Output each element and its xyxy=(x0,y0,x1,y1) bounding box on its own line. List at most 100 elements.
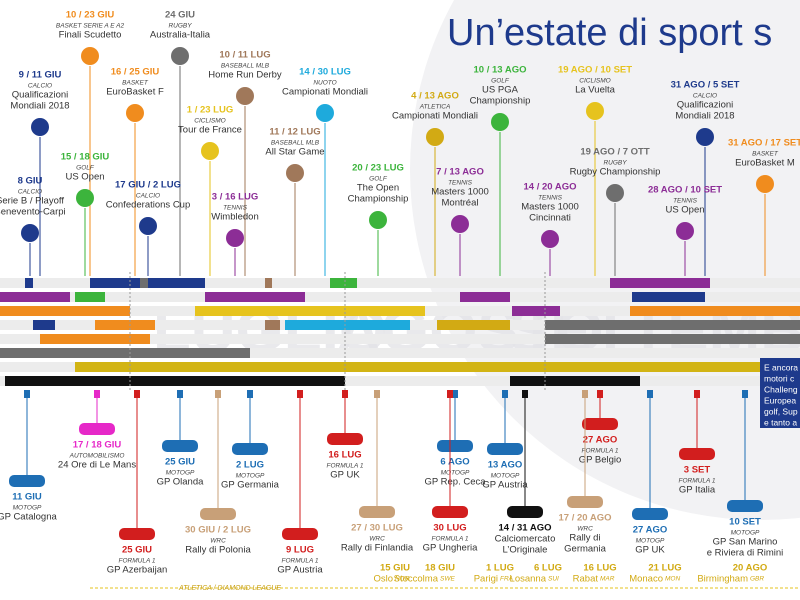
event-name: Masters 1000 xyxy=(521,202,579,213)
diamond-date: 21 LUG xyxy=(648,563,681,574)
event-date: 9 / 11 GIU xyxy=(19,70,62,81)
event-category: CALCIO xyxy=(136,193,160,200)
event-name: Serie B / Playoff xyxy=(0,196,64,207)
vehicle-icon xyxy=(567,496,603,508)
diamond-city: Monaco xyxy=(629,574,663,585)
diamond-date: 18 GIU xyxy=(425,563,455,574)
event-bar xyxy=(0,292,70,302)
event-date: 25 GIU xyxy=(122,545,152,556)
event-name: e Riviera di Rimini xyxy=(707,548,784,559)
date-marker xyxy=(24,390,30,398)
sport-icon xyxy=(236,87,254,105)
event-bar xyxy=(285,320,410,330)
event-date: 28 AGO / 10 SET xyxy=(648,185,722,196)
sport-icon xyxy=(126,104,144,122)
date-marker xyxy=(177,390,183,398)
event-category: FORMULA 1 xyxy=(432,536,469,543)
event-date: 11 / 12 LUG xyxy=(269,127,320,138)
event-name: All Star Game xyxy=(265,147,324,158)
date-marker xyxy=(342,390,348,398)
event-name: GP UK xyxy=(330,470,360,481)
event-bar xyxy=(75,292,105,302)
diamond-city: Parigi xyxy=(474,574,498,585)
event-category: RUGBY xyxy=(168,23,192,30)
event-date: 31 AGO / 5 SET xyxy=(671,80,740,91)
event-date: 25 GIU xyxy=(165,457,195,468)
event-bar xyxy=(95,320,155,330)
vehicle-icon xyxy=(727,500,763,512)
event-date: 16 / 25 GIU xyxy=(111,67,160,78)
event-date: 13 AGO xyxy=(488,460,523,471)
event-name: GP UK xyxy=(635,545,665,556)
date-marker xyxy=(374,390,380,398)
event-bar xyxy=(545,334,800,344)
vehicle-icon xyxy=(162,440,198,452)
note-line: Europea xyxy=(764,395,796,405)
event-date: 8 GIU xyxy=(18,176,43,187)
diamond-city: Oslo xyxy=(373,574,393,585)
date-marker xyxy=(215,390,221,398)
event-date: 2 LUG xyxy=(236,460,264,471)
event-name: Mondiali 2018 xyxy=(10,101,69,112)
date-marker xyxy=(297,390,303,398)
event-name: Cincinnati xyxy=(529,213,571,224)
stripe xyxy=(0,348,800,358)
event-category: WRC xyxy=(210,538,226,545)
diamond-date: 6 LUG xyxy=(534,563,562,574)
sport-icon xyxy=(676,222,694,240)
title: Un’estate di sport s xyxy=(447,12,772,54)
note-box xyxy=(760,358,800,428)
event-category: NUOTO xyxy=(313,80,336,87)
event-date: 9 LUG xyxy=(286,545,314,556)
sport-icon xyxy=(31,118,49,136)
event-name: Wimbledon xyxy=(211,212,259,223)
diamond-country: GBR xyxy=(750,576,764,583)
event-name: Qualificazioni xyxy=(677,100,734,111)
diamond-date: 16 LUG xyxy=(583,563,616,574)
diamond-date: 1 LUG xyxy=(486,563,514,574)
event-name: Benevento-Carpi xyxy=(0,207,66,218)
vehicle-icon xyxy=(79,423,115,435)
date-marker xyxy=(502,390,508,398)
event-bar xyxy=(195,306,425,316)
sport-icon xyxy=(586,102,604,120)
event-name: GP Rep. Ceca xyxy=(424,477,486,488)
vehicle-icon xyxy=(200,508,236,520)
event-date: 3 / 16 LUG xyxy=(212,192,258,203)
event-name: GP Italia xyxy=(679,485,716,496)
event-bar xyxy=(5,376,345,386)
event-name: La Vuelta xyxy=(575,85,616,96)
vehicle-icon xyxy=(359,506,395,518)
diamond-country: MON xyxy=(665,576,680,583)
event-name: Home Run Derby xyxy=(208,70,282,81)
event-name: Rugby Championship xyxy=(570,167,661,178)
event-name: Masters 1000 xyxy=(431,187,489,198)
date-marker xyxy=(94,390,100,398)
vehicle-icon xyxy=(232,443,268,455)
sport-icon xyxy=(756,175,774,193)
date-marker xyxy=(447,390,453,398)
event-category: BASEBALL MLB xyxy=(271,140,320,147)
sport-icon xyxy=(696,128,714,146)
event-name: Finali Scudetto xyxy=(59,30,122,41)
date-marker xyxy=(742,390,748,398)
date-marker xyxy=(452,390,458,398)
event-name: GP Olanda xyxy=(157,477,205,488)
sport-icon xyxy=(139,217,157,235)
event-date: 1 / 23 LUG xyxy=(187,105,233,116)
event-date: 4 / 13 AGO xyxy=(411,91,459,102)
event-name: GP Catalogna xyxy=(0,512,57,523)
event-category: TENNIS xyxy=(538,195,563,202)
event-category: CICLISMO xyxy=(194,118,225,125)
event-date: 24 GIU xyxy=(165,10,195,21)
event-bar xyxy=(510,376,640,386)
event-name: Rally di Polonia xyxy=(185,545,251,556)
event-category: BASKET xyxy=(122,80,149,87)
event-bar xyxy=(75,362,800,372)
stripe xyxy=(0,278,800,288)
event-category: GOLF xyxy=(491,78,510,85)
event-category: TENNIS xyxy=(223,205,248,212)
vehicle-icon xyxy=(582,418,618,430)
sport-icon xyxy=(451,215,469,233)
